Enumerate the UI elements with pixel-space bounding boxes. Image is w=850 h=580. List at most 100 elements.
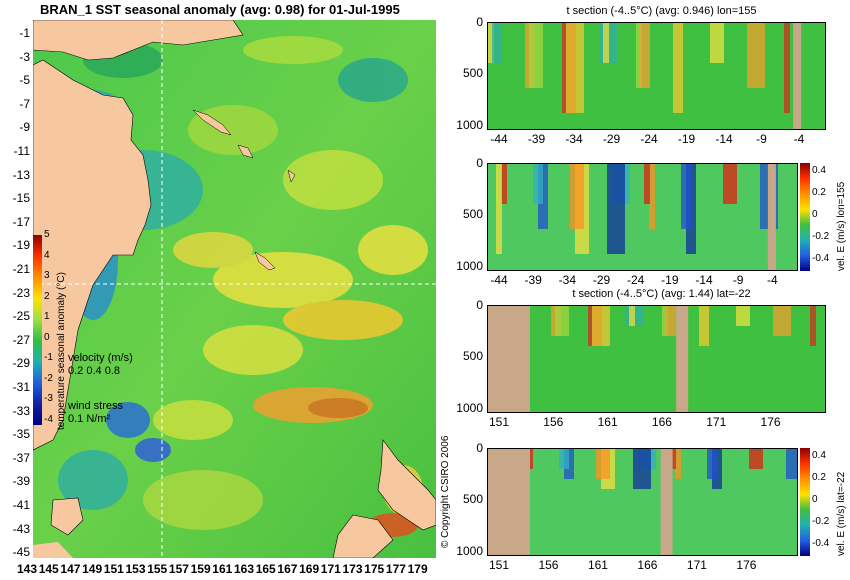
colorbar-tick-label: -2 <box>44 372 53 384</box>
section-x-tick: -19 <box>661 273 679 287</box>
lat-tick-label: -11 <box>13 144 30 158</box>
section-x-tick: -34 <box>558 273 576 287</box>
section-colorbar <box>800 448 810 556</box>
section-colorbar-tick: 0.2 <box>812 472 826 483</box>
section-x-tick: 176 <box>760 415 781 429</box>
lat-tick-label: -27 <box>12 332 30 347</box>
section-colorbar <box>800 163 810 271</box>
lon-tick-label: 155 <box>147 562 168 576</box>
section-x-tick: 176 <box>736 558 757 572</box>
lon-tick-label: 159 <box>190 562 211 576</box>
section-plot <box>487 22 826 130</box>
lat-tick-label: -21 <box>12 262 30 276</box>
lon-tick-label: 161 <box>212 562 233 576</box>
lat-tick-label: -33 <box>12 403 30 418</box>
section-colorbar-tick: 0 <box>812 494 818 505</box>
lon-tick-label: 167 <box>277 562 298 576</box>
section-x-tick: -34 <box>565 132 583 146</box>
lon-tick-label: 179 <box>407 562 428 576</box>
section-y-tick: 1000 <box>456 543 483 558</box>
section-y-tick: 500 <box>462 492 483 507</box>
section-x-tick: -44 <box>490 273 508 287</box>
colorbar-tick-label: 0 <box>44 331 50 343</box>
map-title: BRAN_1 SST seasonal anomaly (avg: 0.98) … <box>40 2 400 17</box>
section-x-tick: -14 <box>715 132 733 146</box>
section-title: t section (-4..5°C) (avg: 0.946) lon=155 <box>566 5 757 17</box>
velocity-legend-values: 0.2 0.4 0.8 <box>68 365 120 377</box>
lon-tick-label: 157 <box>168 562 189 576</box>
lon-tick-label: 147 <box>60 562 81 576</box>
section-x-tick: -39 <box>524 273 542 287</box>
colorbar-tick-label: -4 <box>44 413 53 425</box>
lat-tick-label: -15 <box>12 191 30 206</box>
lat-tick-label: -9 <box>19 120 30 135</box>
sst-anomaly-map <box>33 20 436 558</box>
section-x-tick: 161 <box>597 415 618 429</box>
section-colorbar-tick: 0.2 <box>812 187 826 198</box>
velocity-legend: velocity (m/s) 0.2 0.4 0.8 <box>68 352 133 378</box>
velocity-legend-title: velocity (m/s) <box>68 352 133 364</box>
section-y-tick: 0 <box>476 298 483 312</box>
lon-tick-label: 153 <box>125 562 146 576</box>
section-y-tick: 0 <box>476 441 483 455</box>
section-colorbar-tick: -0.2 <box>812 516 830 527</box>
section-y-tick: 500 <box>462 349 483 364</box>
section-x-tick: -14 <box>695 273 713 287</box>
lat-tick-label: -3 <box>19 49 30 64</box>
section-colorbar-label: vel. E (m/s) lat=-22 <box>836 471 847 556</box>
lat-tick-label: -13 <box>12 167 30 182</box>
lat-tick-label: -43 <box>12 521 30 536</box>
copyright-text: © Copyright CSIRO 2006 <box>440 435 451 548</box>
section-x-tick: 171 <box>706 415 727 429</box>
lat-tick-label: -35 <box>12 427 30 442</box>
section-colorbar-tick: 0.4 <box>812 165 826 176</box>
section-colorbar-tick: -0.4 <box>812 253 830 264</box>
section-x-tick: 151 <box>488 415 510 429</box>
colorbar-tick-label: 1 <box>44 311 50 322</box>
lon-tick-label: 171 <box>320 562 341 576</box>
section-plot <box>487 305 826 413</box>
colorbar-tick-label: 4 <box>44 249 50 261</box>
section-x-tick: 156 <box>538 558 559 572</box>
lat-tick-label: -25 <box>12 309 30 324</box>
wind-legend: wind stress 0.1 N/m² <box>68 400 123 426</box>
section-x-tick: -39 <box>527 132 546 146</box>
colorbar-tick-label: 2 <box>44 290 50 302</box>
section-y-tick: 1000 <box>456 117 483 132</box>
lat-tick-label: -45 <box>12 545 30 560</box>
section-y-tick: 1000 <box>456 400 483 415</box>
section-x-tick: -24 <box>626 273 645 287</box>
map-colorbar-label: temperature seasonal anomaly (°C) <box>56 272 67 430</box>
section-x-tick: 166 <box>651 415 672 429</box>
section-x-tick: -44 <box>490 132 508 146</box>
lon-tick-label: 165 <box>255 562 276 576</box>
section-x-tick: -9 <box>756 132 767 146</box>
lon-tick-label: 149 <box>82 562 103 576</box>
lat-tick-label: -39 <box>12 474 30 489</box>
section-y-tick: 500 <box>462 207 483 222</box>
section-x-tick: 156 <box>543 415 564 429</box>
section-colorbar-label: vel. E (m/s) lon=155 <box>836 181 847 271</box>
lon-tick-label: 169 <box>299 562 320 576</box>
section-x-tick: -19 <box>677 132 696 146</box>
section-y-tick: 0 <box>476 156 483 170</box>
wind-legend-title: wind stress <box>68 400 124 412</box>
lat-tick-label: -19 <box>12 238 30 253</box>
section-title: t section (-4..5°C) (avg: 1.44) lat=-22 <box>572 288 751 300</box>
colorbar-tick-label: -3 <box>44 393 53 404</box>
lat-tick-label: -1 <box>19 26 30 40</box>
section-colorbar-tick: -0.2 <box>812 231 830 242</box>
section-x-tick: -4 <box>793 132 805 146</box>
colorbar-tick-label: 5 <box>44 229 50 240</box>
section-colorbar-tick: 0.4 <box>812 450 826 461</box>
lon-tick-label: 143 <box>17 562 38 576</box>
lon-tick-label: 175 <box>364 562 385 576</box>
section-y-tick: 0 <box>476 15 483 29</box>
lat-tick-label: -5 <box>19 73 30 88</box>
section-colorbar-tick: -0.4 <box>812 538 830 549</box>
colorbar-tick-label: 3 <box>44 270 50 281</box>
section-x-tick: -9 <box>732 273 744 287</box>
section-y-tick: 500 <box>462 66 483 81</box>
section-plot <box>487 448 798 556</box>
